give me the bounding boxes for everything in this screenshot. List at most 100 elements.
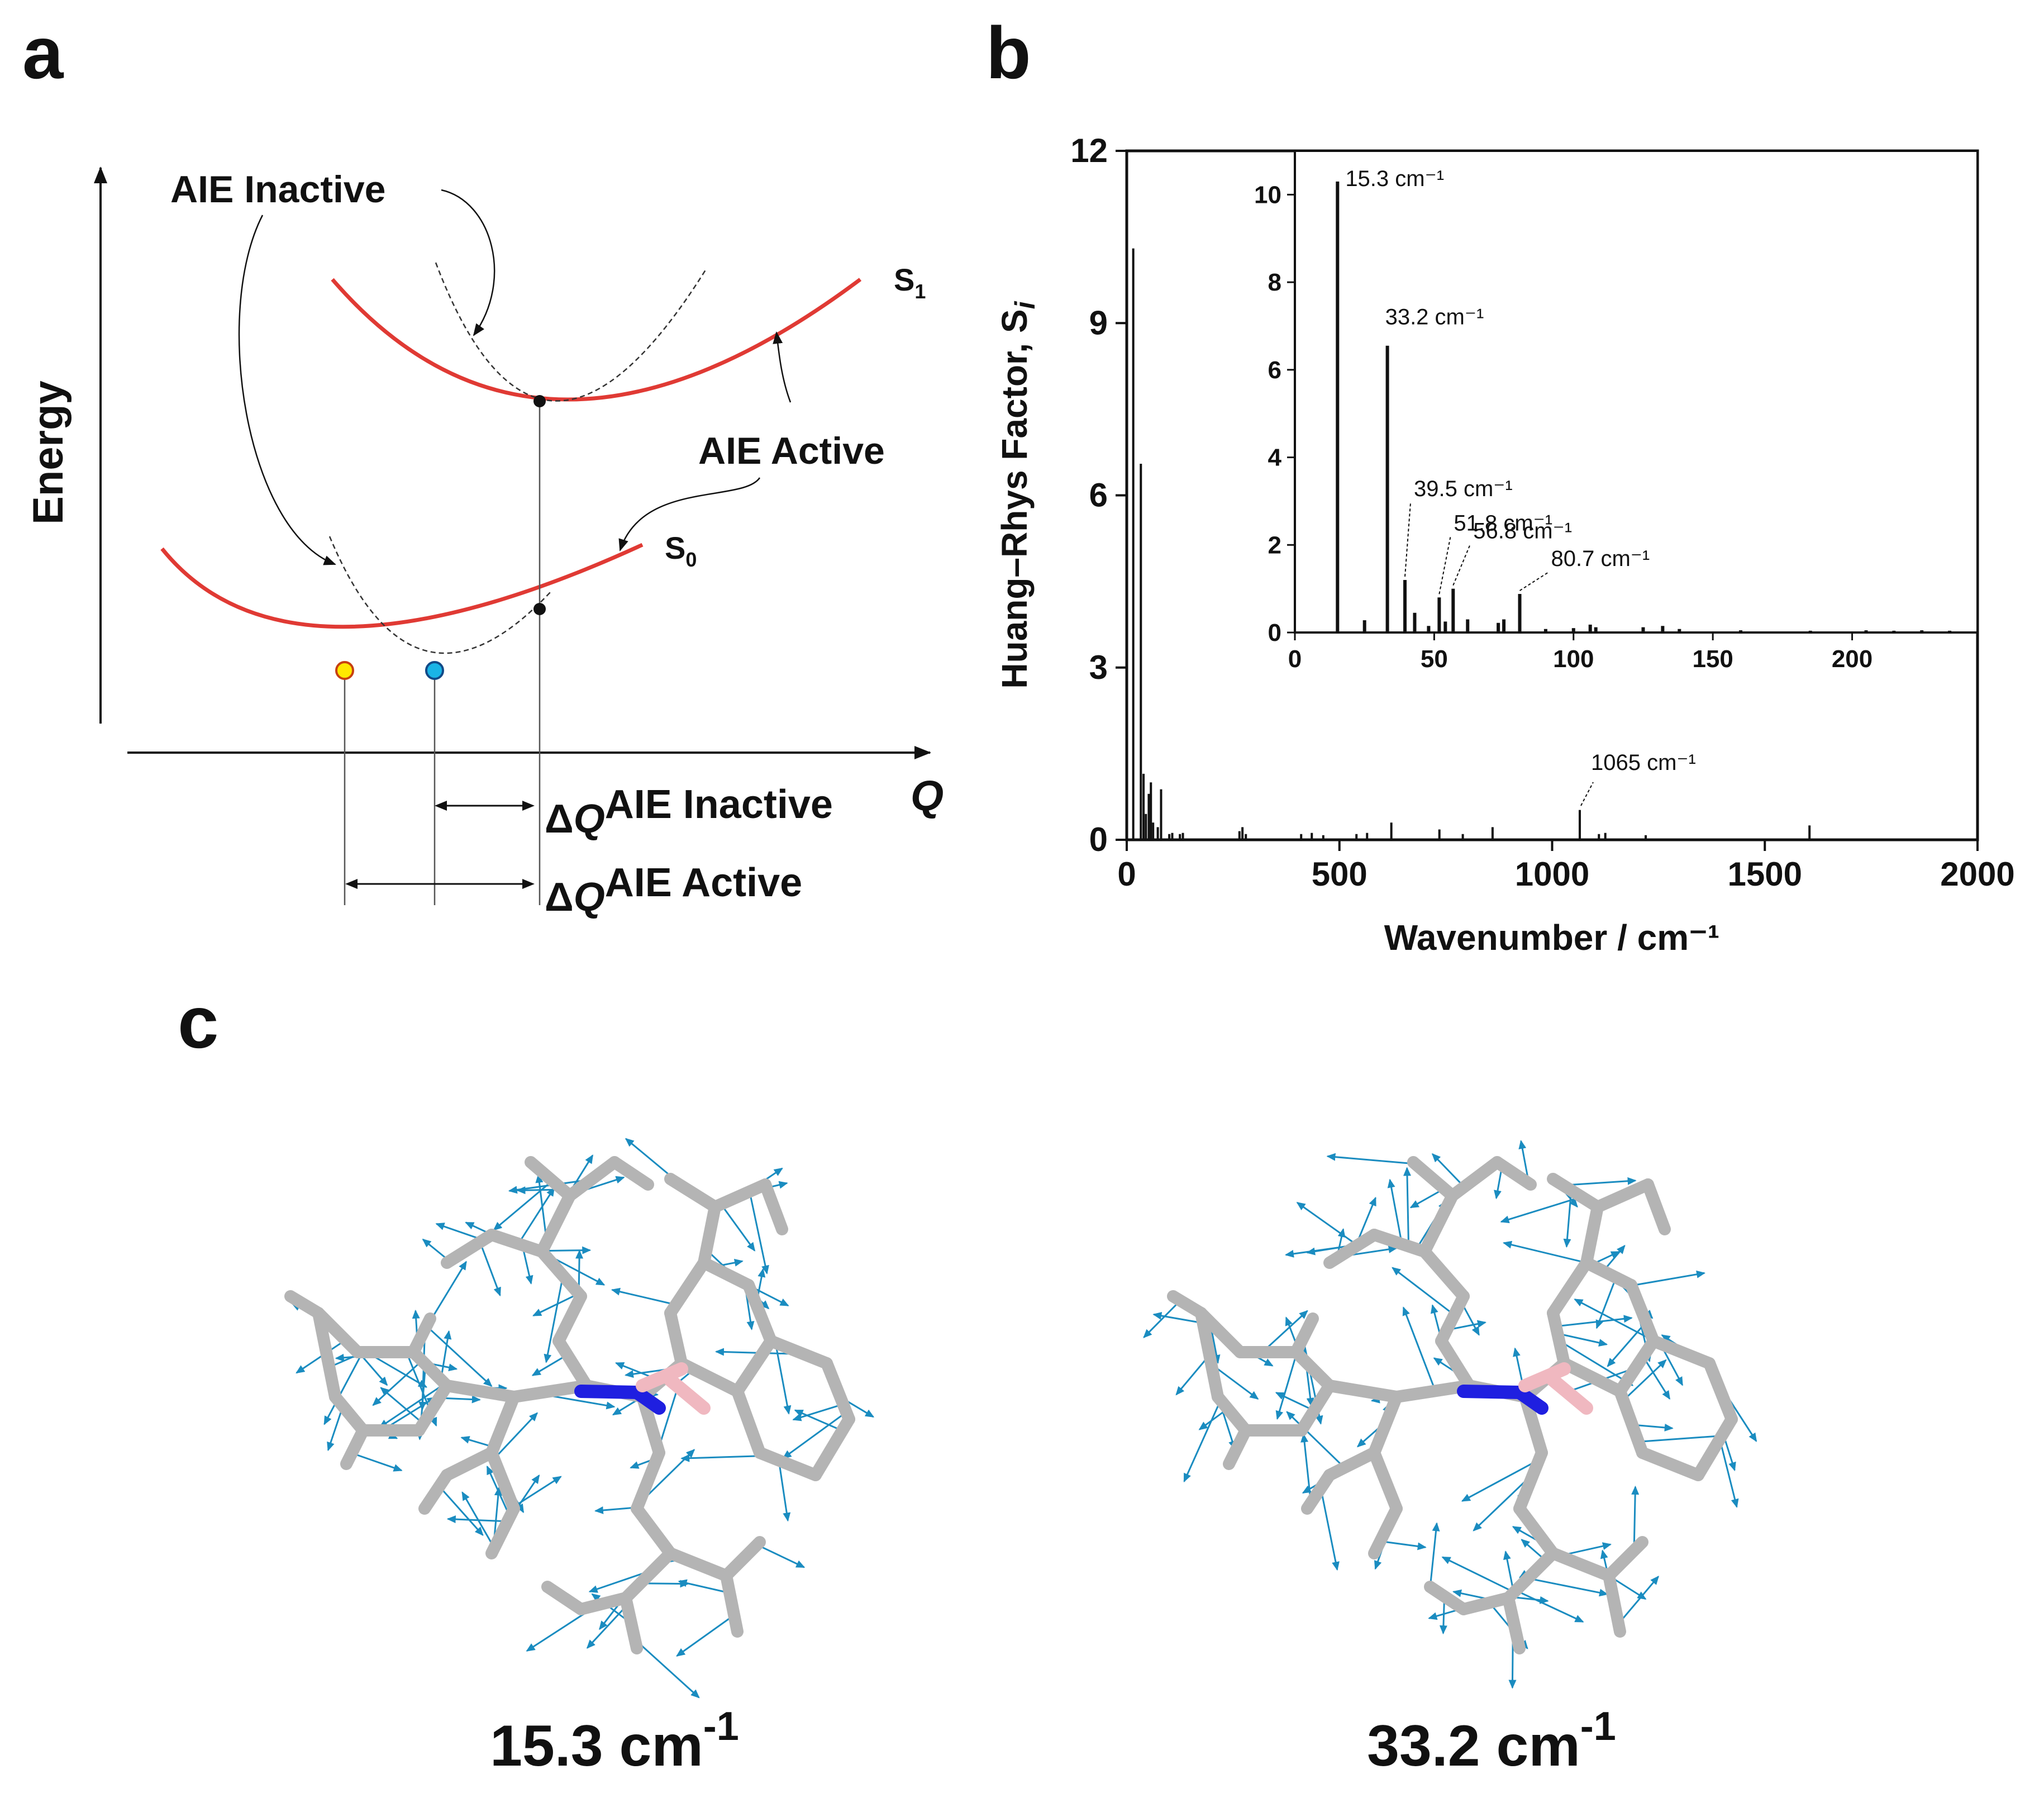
s0-vertical-point [533,603,546,615]
yellow-minimum-point [335,661,354,680]
molecule-bond [1547,1257,1593,1319]
displacement-arrow [1296,1202,1358,1246]
molecule-bond [1642,1178,1671,1235]
displacement-arrow [720,1204,756,1252]
s1-dashed-curve [435,262,708,402]
molecule-bond [620,1547,676,1604]
main-x-axis-label: Wavenumber / cm⁻¹ [1384,917,1719,958]
molecule-bond [709,1178,771,1213]
displacement-arrow [1261,1310,1308,1353]
molecule-bond [1167,1290,1207,1319]
boron-bond [1518,1362,1571,1392]
displacement-arrow [1429,1522,1440,1587]
molecule-bond [1418,1190,1459,1258]
molecule-bond [441,1447,498,1481]
displacement-arrow [1563,1177,1637,1186]
panel-a-letter: a [22,12,64,94]
molecule-bond [1323,1447,1380,1481]
molecule-bond [1368,1229,1431,1258]
molecule-bond [1647,1335,1716,1369]
displacement-arrow [493,1412,538,1459]
displacement-arrow [1387,1178,1403,1244]
molecule-bond [284,1290,325,1319]
inset-x-tick-label: 100 [1553,645,1594,673]
molecule-bond [720,1536,766,1582]
energy-axis-label: Energy [25,381,72,525]
displacement-arrow [1559,1340,1634,1386]
s1-curve [331,278,862,402]
molecule-bond [536,1245,587,1302]
displacement-arrow [378,1383,446,1428]
displacement-arrow [1402,1306,1436,1391]
displacement-arrow [544,1275,564,1363]
main-x-tick-label: 2000 [1940,855,2014,893]
molecule-bond [1323,1380,1403,1403]
molecule-bond [1547,1547,1615,1582]
displacement-arrow [1618,1576,1659,1625]
molecule-bond [731,1385,766,1459]
displacement-arrow [1183,1400,1222,1483]
q-axis-label: Q [911,772,944,820]
displacement-arrow [1380,1540,1427,1551]
displacement-arrow [794,1409,843,1431]
main-y-tick-label: 9 [1089,304,1108,341]
molecule-bond [1418,1245,1470,1302]
molecule-bond [821,1357,855,1425]
displacement-arrow [1527,1577,1609,1597]
main-x-tick-label: 1500 [1728,855,1802,893]
panel-b-letter: b [986,12,1031,94]
molecule-bond [675,1357,744,1397]
molecule-bond [329,1391,369,1437]
inset-annotation-leader [1404,502,1412,577]
displacement-arrow [1595,1277,1617,1329]
blue-minimum-point [425,661,444,680]
molecule-bond [1603,1536,1648,1582]
displacement-arrow [1211,1363,1259,1400]
main-x-tick-label: 0 [1117,855,1136,893]
molecule-bond [1435,1290,1470,1347]
displacement-arrow [1607,1321,1647,1367]
displacement-arrow [1300,1433,1312,1504]
s0-label: S0 [665,530,697,571]
nitrogen-bond [1457,1385,1526,1399]
inset-y-tick-label: 0 [1268,619,1281,646]
inset-y-tick-label: 10 [1254,181,1281,208]
displacement-arrow [634,1639,700,1699]
displacement-arrow [532,1292,579,1316]
displacement-arrow [1275,1392,1314,1411]
molecule-bond [664,1547,732,1582]
molecule-bond [698,1257,755,1291]
boron-bond [636,1362,688,1392]
inset-annotation-leader [1519,572,1549,591]
molecule-bond [508,1380,593,1403]
molecule-bond [1547,1307,1570,1369]
displacement-arrow [351,1452,403,1472]
molecule-bond [1614,1335,1660,1397]
molecule-bond [664,1173,721,1213]
panel-c-letter: c [178,981,218,1063]
molecule-bond [631,1447,665,1515]
inset-y-ticks: 0 2 4 6 8 10 [1254,181,1295,646]
molecule-bond [1625,1279,1660,1347]
nitrogen-bond [1513,1386,1549,1415]
molecule-bond [620,1592,643,1654]
mode-15-3-label: 15.3 cm-1 [490,1704,739,1778]
molecule-bond [1301,1469,1336,1515]
molecule-bond [441,1229,498,1269]
molecule-bond [742,1279,777,1347]
main-x-tick-label: 500 [1312,855,1368,893]
inset-annotation-label: 15.3 cm⁻¹ [1345,167,1444,191]
displacement-arrow [680,1454,768,1462]
displacement-arrow [1502,1240,1587,1264]
mode-33-2-molecule-bonds [1167,1156,1738,1654]
main-bars [1132,248,1811,840]
inset-y-tick-label: 4 [1268,444,1282,472]
aie-active-label: AIE Active [698,430,885,472]
molecule-bond [407,1312,436,1358]
molecule-bond [1424,1581,1470,1615]
main-y-ticks: 0 3 6 9 12 [1070,132,1127,858]
molecule-bond [1703,1357,1738,1425]
displacement-arrow [1563,1190,1573,1248]
displacement-arrow [1286,1411,1345,1468]
